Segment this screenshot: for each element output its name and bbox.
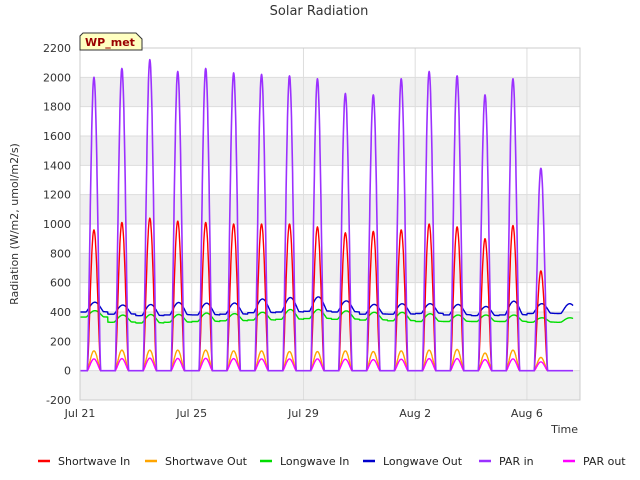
y-tick-label: 1000	[43, 218, 71, 231]
plot-band	[80, 224, 580, 254]
chart-title: Solar Radiation	[270, 4, 369, 19]
plot-frame	[79, 47, 581, 401]
y-tick-label: -200	[46, 394, 71, 407]
y-tick-label: 400	[50, 306, 71, 319]
y-tick-label: 1600	[43, 130, 71, 143]
plot-band	[80, 370, 580, 400]
y-tick-label: 2000	[43, 71, 71, 84]
x-tick-label: Jul 29	[287, 407, 319, 420]
x-tick-label: Jul 25	[175, 407, 207, 420]
plot-band	[80, 165, 580, 195]
series-layer	[79, 58, 574, 372]
plot-band	[80, 48, 580, 78]
x-tick-label: Aug 2	[399, 407, 431, 420]
y-tick-label: 2200	[43, 42, 71, 55]
legend-item: PAR in	[479, 455, 534, 468]
badge-label: WP_met	[85, 36, 135, 49]
legend-label: Longwave Out	[383, 455, 463, 468]
plot-band	[80, 136, 580, 166]
y-tick-label: 800	[50, 247, 71, 260]
legend: Shortwave In Shortwave Out Longwave In Long…	[38, 455, 626, 468]
y-axis-label: Radiation (W/m2, umol/m2/s)	[8, 143, 21, 305]
legend-item: Shortwave In	[38, 455, 130, 468]
y-tick-label: 1400	[43, 159, 71, 172]
y-axis-ticks: -200 0 200 400 600 800 1000 1200 1400 1600 1800 200…	[43, 42, 71, 407]
plot-band	[80, 106, 580, 136]
x-tick-label: Jul 21	[64, 407, 96, 420]
plot-band	[80, 312, 580, 342]
station-badge: WP_met	[79, 32, 143, 51]
y-tick-label: 600	[50, 277, 71, 290]
legend-label: Longwave In	[280, 455, 349, 468]
y-tick-label: 1800	[43, 101, 71, 114]
legend-item: Shortwave Out	[145, 455, 248, 468]
legend-item: Longwave Out	[363, 455, 463, 468]
plot-background	[80, 48, 580, 400]
y-tick-label: 200	[50, 335, 71, 348]
legend-label: Shortwave In	[58, 455, 130, 468]
badge-shape	[79, 32, 143, 51]
legend-item: Longwave In	[260, 455, 349, 468]
legend-label: PAR out	[583, 455, 626, 468]
x-axis-ticks: Jul 21 Jul 25 Jul 29 Aug 2 Aug 6	[64, 407, 543, 420]
plot-band	[80, 341, 580, 371]
plot-band	[80, 194, 580, 224]
y-tick-label: 1200	[43, 189, 71, 202]
x-tick-label: Aug 6	[511, 407, 543, 420]
legend-label: PAR in	[499, 455, 534, 468]
legend-item: PAR out	[563, 455, 626, 468]
plot-band	[80, 77, 580, 107]
plot-band	[80, 253, 580, 283]
series-line-par-in	[79, 58, 574, 372]
legend-label: Shortwave Out	[165, 455, 248, 468]
y-tick-label: 0	[64, 365, 71, 378]
x-axis-label: Time	[550, 423, 578, 436]
plot-band	[80, 282, 580, 312]
